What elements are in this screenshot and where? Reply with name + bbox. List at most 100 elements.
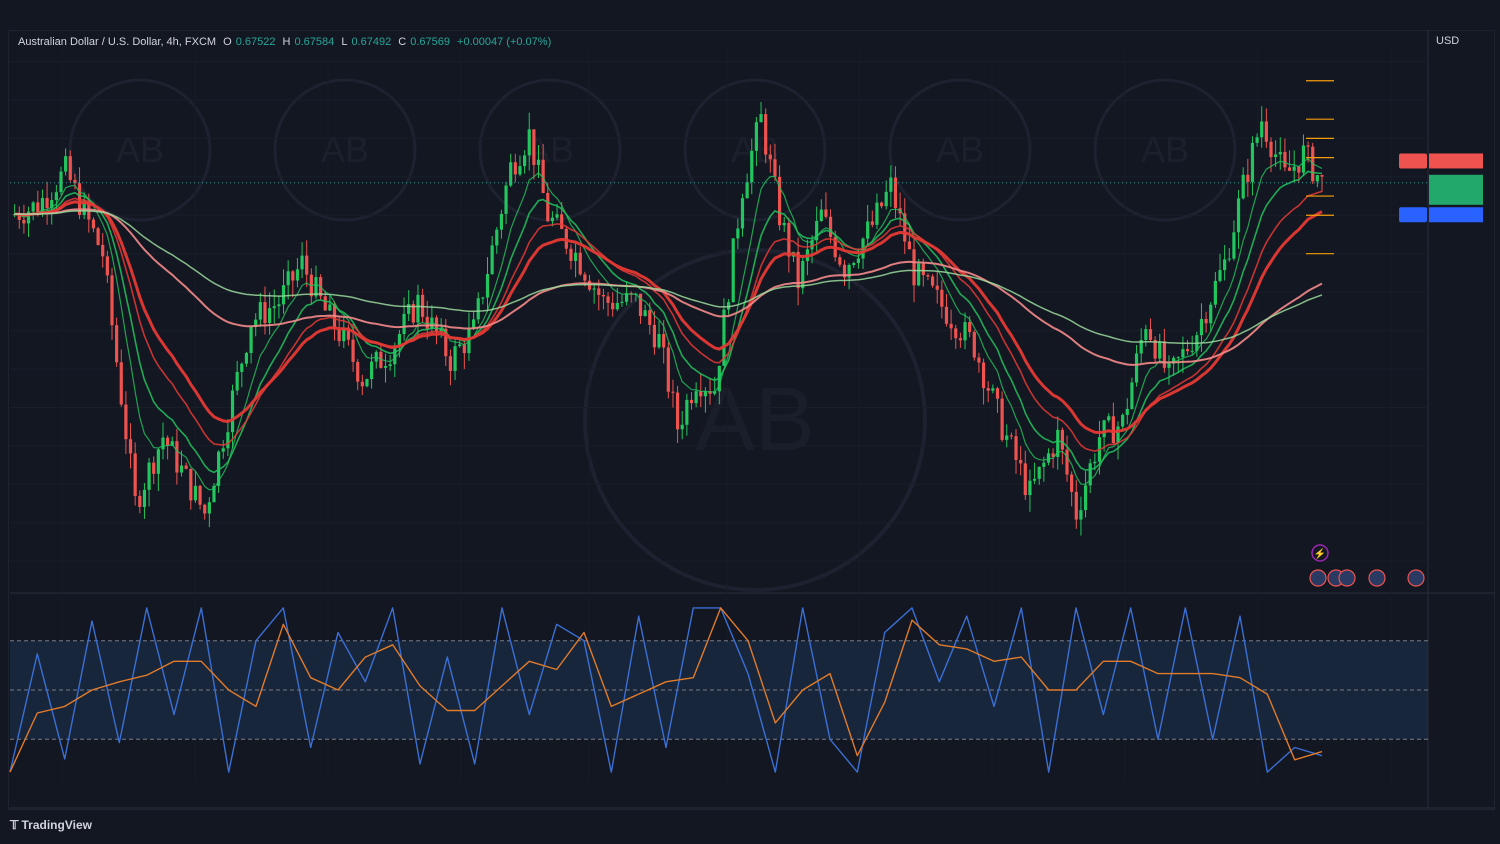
candle-body: [1232, 232, 1236, 259]
candle-body: [680, 424, 684, 430]
tradingview-logo[interactable]: 𝕋 TradingView: [10, 818, 92, 832]
candle-body: [1139, 339, 1143, 354]
candle-body: [1088, 463, 1092, 486]
symbol-title[interactable]: Australian Dollar / U.S. Dollar, 4h, FXC…: [18, 36, 217, 48]
candle-body: [1042, 462, 1046, 467]
candle-body: [893, 177, 898, 209]
economic-event-flag-icon[interactable]: [1309, 569, 1327, 587]
candle-body: [560, 214, 564, 229]
candle-body: [439, 328, 443, 333]
candle-body: [407, 304, 411, 314]
candle-body: [337, 329, 341, 342]
candle-body: [1241, 174, 1245, 199]
watermark-big-ring: [583, 248, 927, 592]
candle-body: [1172, 357, 1176, 364]
candle-body: [476, 298, 480, 320]
candle-body: [518, 166, 522, 175]
candle-body: [1236, 198, 1241, 233]
candle-body: [360, 381, 364, 387]
candle-body: [59, 171, 63, 193]
candle-body: [977, 357, 981, 363]
candle-body: [444, 328, 448, 357]
candle-body: [31, 202, 35, 212]
economic-event-flag-icon[interactable]: [1368, 569, 1386, 587]
candle-body: [754, 122, 759, 151]
candle-body: [1144, 329, 1148, 340]
candle-body: [1125, 408, 1129, 415]
watermark-text-1: AB: [321, 129, 369, 170]
candle-body: [745, 182, 749, 199]
economic-event-flag-icon[interactable]: [1338, 569, 1356, 587]
currency-label[interactable]: USD: [1436, 35, 1460, 47]
economic-event-flag-icon[interactable]: [1407, 569, 1425, 587]
candle-body: [1046, 453, 1051, 463]
candle-body: [1032, 478, 1037, 481]
candle-body: [300, 255, 304, 270]
candle-body: [675, 392, 680, 430]
candle-body: [254, 319, 258, 327]
candle-body: [954, 328, 958, 339]
candle-body: [1102, 420, 1106, 438]
candle-body: [68, 156, 72, 180]
candle-body: [295, 269, 300, 281]
candle-body: [652, 324, 657, 348]
candle-body: [509, 162, 513, 186]
candle-body: [713, 391, 717, 394]
candle-body: [694, 391, 698, 404]
candle-body: [26, 211, 31, 224]
candle-body: [550, 217, 555, 222]
candle-body: [383, 366, 388, 368]
candle-body: [314, 277, 318, 297]
candle-body: [448, 356, 453, 371]
candle-body: [184, 465, 188, 469]
watermark: ABABABABABABAB: [68, 78, 1237, 592]
candle-body: [991, 388, 995, 391]
watermark-text-4: AB: [936, 129, 984, 170]
candle-body: [198, 485, 202, 505]
candle-body: [731, 238, 735, 303]
candle-body: [1037, 466, 1041, 479]
candle-body: [611, 302, 615, 310]
candle-body: [801, 261, 805, 289]
price-tags: [10, 153, 1483, 223]
ema-fast-line: [14, 157, 1323, 491]
candle-body: [402, 313, 406, 335]
candle-body: [884, 191, 888, 207]
lightning-glyph: ⚡: [1314, 547, 1326, 560]
event-markers[interactable]: ⚡: [1309, 544, 1425, 587]
candle-body: [291, 271, 295, 281]
candle-body: [1000, 398, 1004, 440]
candle-body: [64, 156, 68, 172]
candle-body: [397, 334, 402, 347]
candle-body: [393, 346, 397, 365]
candle-body: [36, 202, 40, 214]
lightning-event-icon[interactable]: [1311, 544, 1329, 562]
candle-body: [115, 325, 119, 363]
candle-body: [1023, 463, 1027, 496]
ema-slow-line: [14, 190, 1323, 452]
candle-body: [597, 288, 601, 295]
candle-body: [91, 219, 96, 229]
candle-body: [917, 263, 921, 286]
watermark-text-5: AB: [1141, 129, 1189, 170]
watermark-big-text: AB: [695, 370, 815, 470]
ohlc-legend: Australian Dollar / U.S. Dollar, 4h, FXC…: [18, 36, 555, 48]
candle-body: [759, 114, 763, 123]
candle-body: [1283, 151, 1287, 168]
candle-body: [370, 361, 374, 380]
candle-body: [175, 441, 179, 473]
pivot-levels: [1306, 80, 1334, 255]
open-label: O: [223, 36, 232, 48]
candle-body: [504, 185, 508, 214]
candle-body: [458, 344, 462, 347]
candle-body: [193, 485, 198, 501]
candle-body: [1079, 510, 1083, 520]
high-value: 0.67584: [294, 36, 335, 48]
candle-body: [203, 504, 207, 514]
candle-body: [921, 263, 925, 276]
candle-body: [110, 275, 114, 326]
candle-body: [972, 332, 976, 358]
ema-trend-line: [14, 200, 1323, 435]
candle-body: [657, 334, 661, 348]
